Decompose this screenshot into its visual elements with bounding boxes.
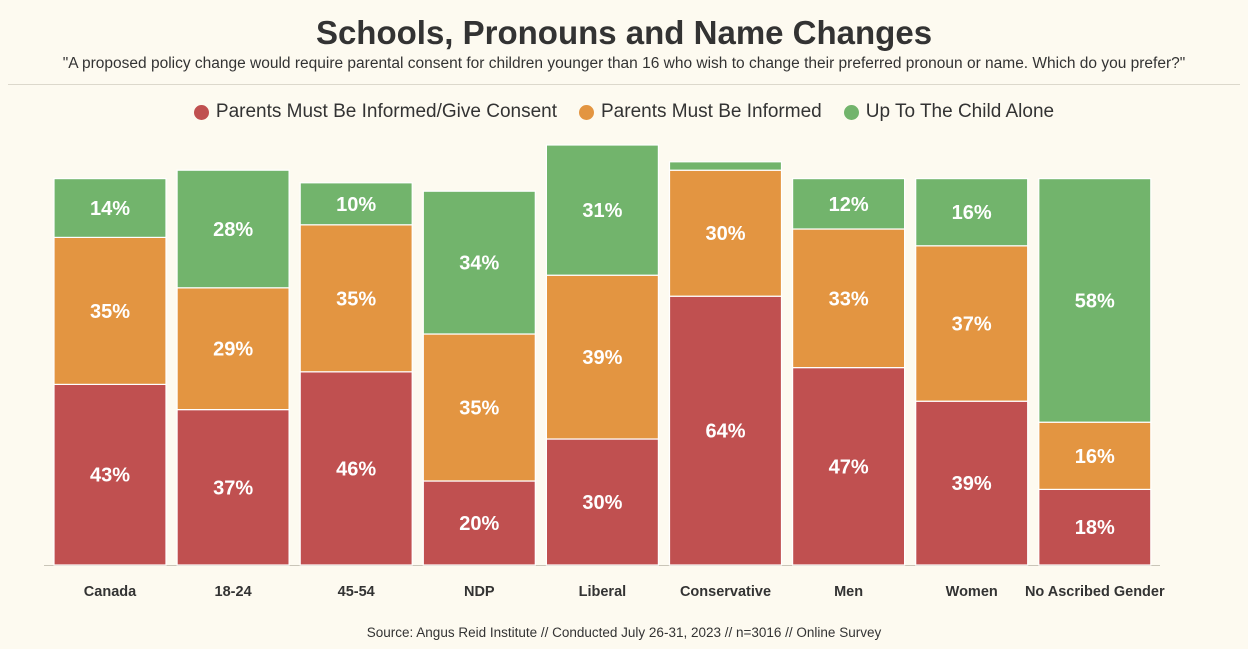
value-label-informed-8: 16% xyxy=(1075,446,1115,468)
bar-consent-6 xyxy=(791,367,906,566)
bar-consent-1 xyxy=(176,409,290,566)
legend-label-child: Up To The Child Alone xyxy=(865,101,1055,122)
value-label-child-3: 34% xyxy=(459,253,499,275)
bar-informed-3 xyxy=(422,333,536,482)
value-label-child-0: 14% xyxy=(90,198,130,220)
bar-consent-2 xyxy=(299,371,413,566)
chart-subtitle: "A proposed policy change would require … xyxy=(62,55,1186,72)
legend: Parents Must Be Informed/Give Consent Pa… xyxy=(0,101,1248,123)
bar-child-3 xyxy=(422,190,536,335)
value-label-child-8: 58% xyxy=(1075,290,1115,312)
legend-swatch-informed xyxy=(579,104,594,120)
bar-child-1 xyxy=(176,169,290,289)
source-note: Source: Angus Reid Institute // Conducte… xyxy=(366,625,882,640)
bar-consent-5 xyxy=(668,295,783,566)
category-label-8: No Ascribed Gender xyxy=(1025,584,1165,600)
bar-child-2 xyxy=(299,182,413,226)
bar-child-7 xyxy=(915,178,1029,247)
legend-item-child: Up To The Child Alone xyxy=(843,101,1055,123)
value-label-informed-1: 29% xyxy=(213,339,253,361)
value-label-child-6: 12% xyxy=(829,194,869,216)
value-label-consent-4: 30% xyxy=(582,492,622,514)
bar-informed-4 xyxy=(545,274,660,440)
bar-informed-6 xyxy=(791,228,906,369)
bar-informed-2 xyxy=(299,224,413,373)
value-label-consent-2: 46% xyxy=(336,458,376,480)
category-label-7: Women xyxy=(946,584,998,600)
bar-child-5 xyxy=(668,161,783,171)
value-label-consent-3: 20% xyxy=(459,513,499,535)
bar-informed-0 xyxy=(53,236,167,385)
value-label-informed-4: 39% xyxy=(582,347,622,369)
bar-consent-0 xyxy=(53,383,167,566)
value-label-consent-0: 43% xyxy=(90,465,130,487)
legend-label-informed: Parents Must Be Informed xyxy=(601,101,822,122)
value-label-informed-7: 37% xyxy=(952,314,992,336)
bar-child-4 xyxy=(545,144,660,276)
title-divider xyxy=(8,84,1240,85)
category-label-6: Men xyxy=(834,584,863,600)
legend-item-informed: Parents Must Be Informed xyxy=(579,101,822,123)
bar-child-0 xyxy=(53,178,167,239)
legend-swatch-child xyxy=(843,104,859,120)
value-label-consent-8: 18% xyxy=(1075,517,1115,539)
value-label-informed-6: 33% xyxy=(829,288,869,310)
value-label-consent-7: 39% xyxy=(952,473,992,495)
category-label-1: 18-24 xyxy=(215,584,252,600)
value-label-informed-2: 35% xyxy=(336,288,376,310)
legend-swatch-consent xyxy=(193,104,209,120)
bar-child-6 xyxy=(791,178,906,230)
bar-informed-8 xyxy=(1038,421,1152,491)
value-label-informed-5: 30% xyxy=(705,223,745,245)
category-label-3: NDP xyxy=(464,584,495,600)
category-label-4: Liberal xyxy=(579,584,627,600)
bar-informed-5 xyxy=(668,169,783,297)
value-label-child-7: 16% xyxy=(952,202,992,224)
bar-child-8 xyxy=(1038,178,1152,423)
value-label-child-4: 31% xyxy=(582,200,622,222)
value-label-consent-6: 47% xyxy=(829,456,869,478)
stacked-bar-chart: 43% 35% 14% Canada 37% 29% 28% 18-24 46% 35% 10% 45… xyxy=(44,144,1165,600)
bar-informed-1 xyxy=(176,287,290,411)
bar-consent-3 xyxy=(422,480,536,566)
bar-consent-4 xyxy=(545,438,660,566)
value-label-consent-1: 37% xyxy=(213,477,253,499)
value-label-informed-3: 35% xyxy=(459,398,499,420)
category-label-2: 45-54 xyxy=(338,584,375,600)
category-label-5: Conservative xyxy=(680,584,771,600)
bar-informed-7 xyxy=(915,245,1029,402)
legend-label-consent: Parents Must Be Informed/Give Consent xyxy=(215,101,557,122)
value-label-informed-0: 35% xyxy=(90,301,130,323)
value-label-child-1: 28% xyxy=(213,219,253,241)
value-label-child-2: 10% xyxy=(336,194,376,216)
chart-title: Schools, Pronouns and Name Changes xyxy=(315,14,933,51)
bar-consent-7 xyxy=(915,400,1029,566)
category-label-0: Canada xyxy=(84,584,137,600)
legend-item-consent: Parents Must Be Informed/Give Consent xyxy=(193,101,557,123)
value-label-consent-5: 64% xyxy=(705,421,745,443)
